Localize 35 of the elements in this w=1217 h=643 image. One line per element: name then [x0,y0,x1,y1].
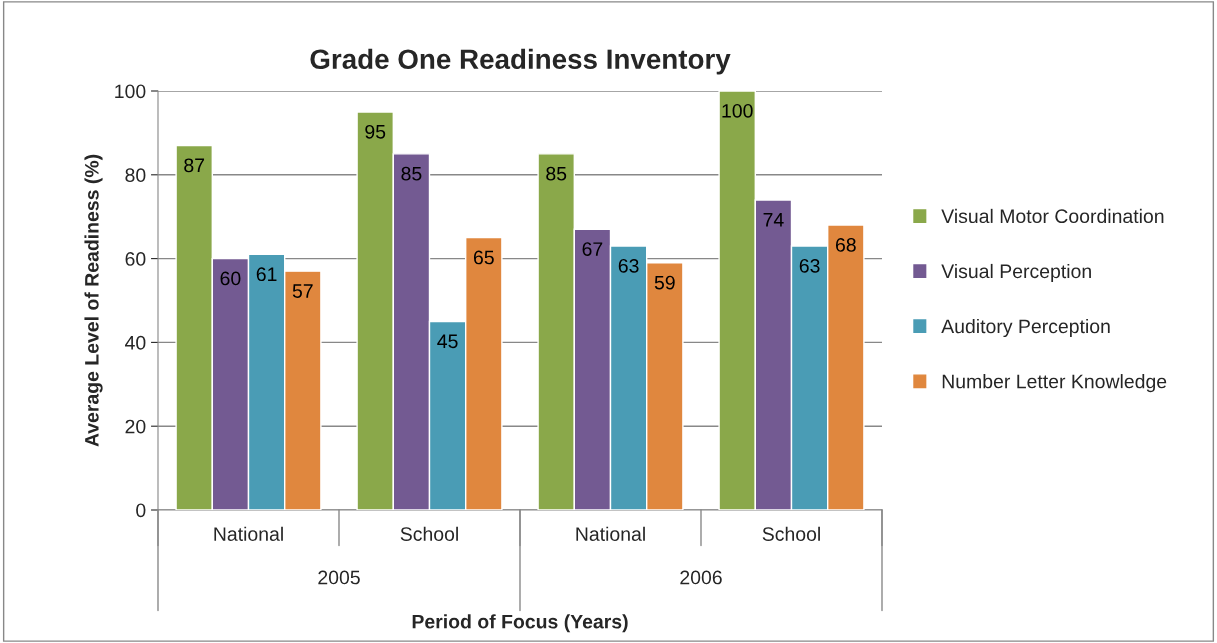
data-label: 63 [799,258,820,273]
data-label: 63 [618,258,639,273]
y-tick-label: 20 [125,419,146,434]
y-tick-label: 80 [125,168,146,183]
data-label: 61 [256,267,277,282]
y-tick-label: 40 [125,335,146,350]
data-label: 87 [184,158,205,173]
x-tick-label: National [576,526,645,541]
legend-label: Visual Motor Coordination [941,208,1164,224]
data-label: 85 [401,166,422,181]
data-label: 100 [722,103,753,118]
data-label: 60 [220,271,241,286]
data-label: 45 [437,334,458,349]
y-tick-label: 0 [136,503,146,518]
x-tick-label: School [400,526,458,541]
data-label: 67 [582,242,603,256]
data-label: 57 [292,284,313,298]
data-label: 59 [654,275,675,290]
legend-label: Auditory Perception [941,318,1110,338]
data-label: 68 [835,238,856,252]
y-tick-label: 60 [125,252,146,266]
data-label: 74 [763,213,784,227]
data-label: 65 [473,250,494,265]
y-tick-label: 100 [115,84,146,99]
y-axis-title: Average Level of Readiness (%) [84,154,103,447]
x-tick-label: School [762,526,820,541]
text: 2006 [680,570,722,585]
chart-title: Grade One Readiness Inventory [310,48,731,75]
x-tick-label: National [214,526,283,541]
x-axis-title: Period of Focus (Years) [412,614,628,633]
legend-label: Number Letter Knowledge [942,374,1167,393]
data-label: 95 [365,124,386,139]
text: 2005 [318,570,360,585]
legend-label: Visual Perception [941,263,1091,283]
data-label: 85 [546,166,567,181]
